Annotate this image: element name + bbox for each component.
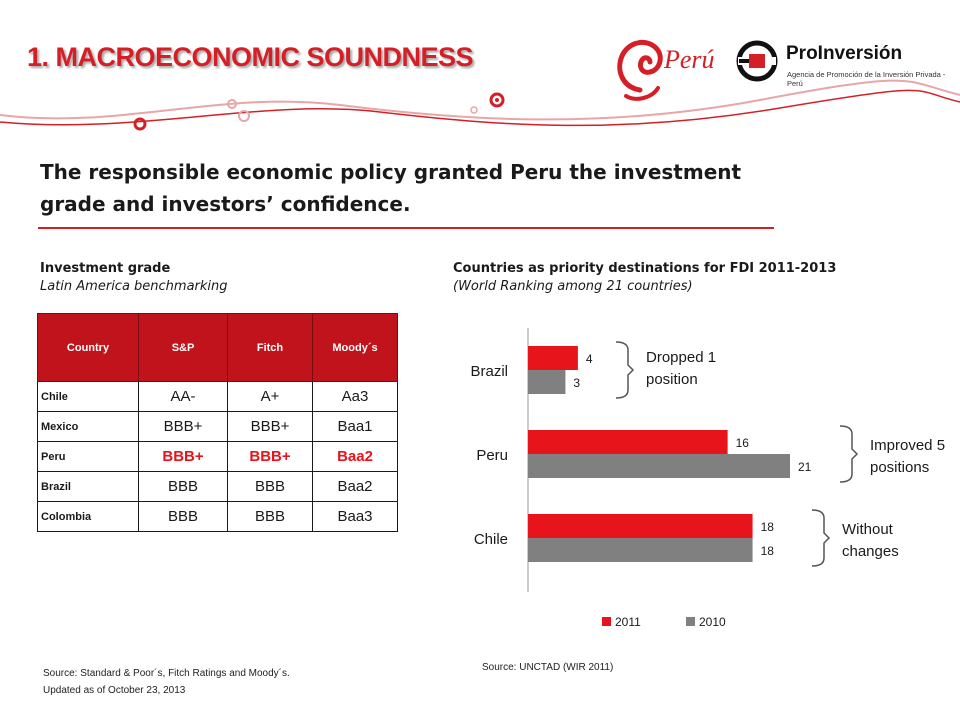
sp-rating-cell: BBB+ [138,411,228,442]
moodys-rating-cell: Baa2 [312,471,398,502]
fdi-ranking-chart: Brazil 43 Dropped 1 position Peru 16 21 Improve… [470,328,945,629]
category-label: Chile [474,531,508,548]
annotation-bracket [839,425,859,483]
data-label: 18 [761,544,775,558]
headline-divider [38,227,774,229]
investment-grade-subtitle: Latin America benchmarking [40,279,228,294]
investment-grade-table: Country S&P Fitch Moody´s Chile AA- A+ A… [37,313,398,532]
fitch-rating-cell: BBB [227,471,313,502]
fdi-chart-title: Countries as priority destinations for F… [453,261,837,276]
column-header-country: Country [37,313,139,382]
sp-rating-cell: BBB [138,471,228,502]
table-row: Brazil BBB BBB Baa2 [37,471,398,502]
decorative-curves [0,79,960,131]
moodys-rating-cell: Baa3 [312,501,398,532]
data-label: 16 [736,436,750,450]
svg-text:Perú: Perú [663,45,715,74]
fitch-rating-cell: BBB [227,501,313,532]
country-cell: Brazil [37,471,139,502]
fitch-rating-cell: BBB+ [227,441,313,472]
slide-title: 1. MACROECONOMIC SOUNDNESS [27,42,474,72]
country-cell: Chile [37,381,139,412]
peru-brand-logo: Perú [617,39,715,101]
sp-rating-cell: BBB+ [138,441,228,472]
bar-2011 [528,430,728,454]
annotation-line: Improved 5 [870,437,945,454]
fitch-rating-cell: A+ [227,381,313,412]
table-row: Mexico BBB+ BBB+ Baa1 [37,411,398,442]
investment-grade-title: Investment grade [40,261,171,276]
annotation-line: Without [842,521,894,538]
sp-rating-cell: AA- [138,381,228,412]
legend-swatch-2010 [686,617,695,626]
data-label: 21 [798,460,812,474]
fitch-rating-cell: BBB+ [227,411,313,442]
column-header-sp: S&P [138,313,228,382]
table-header-row: Country S&P Fitch Moody´s [37,313,398,382]
proinversion-logo-subtitle: Agencia de Promoción de la Inversión Pri… [787,70,946,88]
left-source-note: Source: Standard & Poor´s, Fitch Ratings… [43,665,290,699]
category-label: Peru [476,447,508,464]
annotation-line: changes [842,543,899,560]
headline-line-2: grade and investors’ confidence. [40,192,411,216]
category-label: Brazil [470,363,508,380]
annotation-text: Without changes [842,521,899,560]
data-label: 3 [573,376,580,390]
table-row: Colombia BBB BBB Baa3 [37,501,398,532]
data-label: 4 [586,352,593,366]
right-source-note: Source: UNCTAD (WIR 2011) [482,662,614,673]
legend-swatch-2011 [602,617,611,626]
column-header-fitch: Fitch [227,313,313,382]
fdi-chart-subtitle: (World Ranking among 21 countries) [453,279,693,294]
data-label: 18 [761,520,775,534]
annotation-bracket [811,509,831,567]
country-cell: Mexico [37,411,139,442]
sp-rating-cell: BBB [138,501,228,532]
column-header-moodys: Moody´s [312,313,398,382]
proinversion-logo-name: ProInversión [786,43,903,64]
country-cell: Colombia [37,501,139,532]
legend-label: 2011 [615,615,641,629]
moodys-rating-cell: Baa2 [312,441,398,472]
table-row: Chile AA- A+ Aa3 [37,381,398,412]
bar-2010 [528,454,790,478]
bar-2011 [528,514,753,538]
annotation-line: position [646,371,698,388]
moodys-rating-cell: Baa1 [312,411,398,442]
table-row-highlighted: Peru BBB+ BBB+ Baa2 [37,441,398,472]
legend-label: 2010 [699,615,726,629]
annotation-line: positions [870,459,929,476]
headline-line-1: The responsible economic policy granted … [40,160,742,184]
annotation-line: Dropped 1 [646,349,716,366]
bar-2010 [528,370,566,394]
annotation-text: Dropped 1 position [646,349,716,388]
annotation-text: Improved 5 positions [870,437,945,476]
bar-2010 [528,538,753,562]
annotation-bracket [615,341,635,399]
left-source-line-2: Updated as of October 23, 2013 [43,685,186,696]
headline: The responsible economic policy granted … [40,156,780,220]
bar-2011 [528,346,578,370]
country-cell: Peru [37,441,139,472]
proinversion-logo-icon [736,40,778,82]
moodys-rating-cell: Aa3 [312,381,398,412]
left-source-line-1: Source: Standard & Poor´s, Fitch Ratings… [43,668,290,679]
